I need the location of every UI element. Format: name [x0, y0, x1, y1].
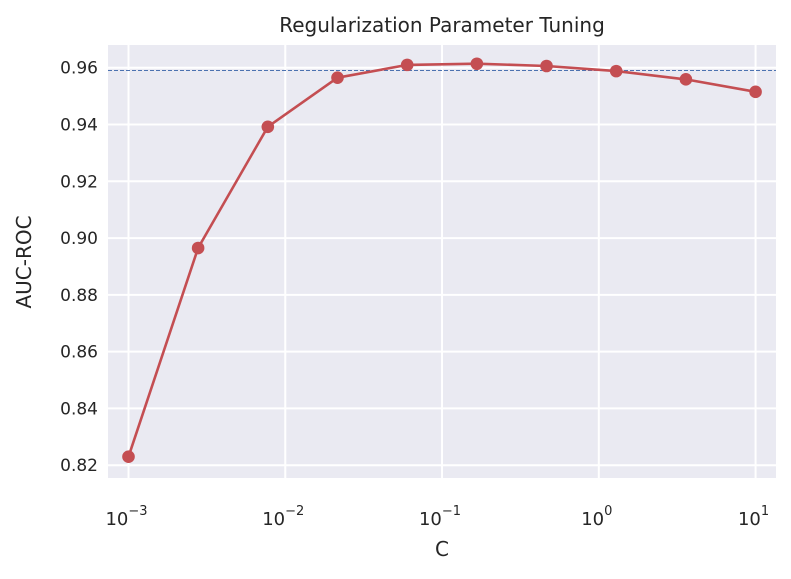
data-point: [400, 58, 414, 72]
y-tick-label: 0.96: [60, 59, 98, 79]
data-point: [540, 59, 553, 73]
y-axis-label: AUC-ROC: [12, 215, 36, 308]
x-tick-label: 10−3: [105, 504, 147, 530]
y-tick-label: 0.94: [60, 116, 98, 136]
data-point: [191, 241, 205, 255]
x-tick-label: 100: [581, 504, 612, 530]
y-tick-label: 0.90: [60, 229, 98, 249]
x-tick-label: 101: [738, 504, 769, 530]
data-point: [331, 71, 344, 84]
data-point: [122, 450, 135, 464]
y-tick-label: 0.92: [60, 172, 98, 192]
grid: [108, 45, 776, 478]
x-tick-label: 10−2: [262, 504, 304, 530]
series-line: [127, 62, 756, 458]
x-tick-label: 10−1: [419, 504, 461, 530]
data-point: [609, 64, 623, 78]
data-point: [261, 120, 275, 134]
y-tick-label: 0.86: [60, 343, 98, 363]
y-tick-label: 0.82: [60, 456, 98, 476]
data-point: [470, 57, 484, 71]
tick-labels: 0.82 0.84 0.86 0.88 0.90 0.92 0.94 0.96 10−3 10−2…: [60, 59, 769, 530]
data-point: [749, 85, 762, 99]
x-axis-label: C: [435, 537, 449, 561]
y-tick-label: 0.84: [60, 399, 98, 419]
series-layer: [122, 57, 762, 464]
data-point: [679, 73, 693, 86]
y-tick-label: 0.88: [60, 286, 98, 306]
chart-title: Regularization Parameter Tuning: [279, 13, 605, 37]
